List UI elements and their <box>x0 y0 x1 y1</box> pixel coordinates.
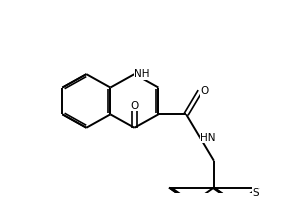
Text: O: O <box>200 86 208 96</box>
Text: HN: HN <box>200 133 215 143</box>
Text: S: S <box>252 188 259 198</box>
Text: O: O <box>130 101 139 111</box>
Text: NH: NH <box>134 69 150 79</box>
